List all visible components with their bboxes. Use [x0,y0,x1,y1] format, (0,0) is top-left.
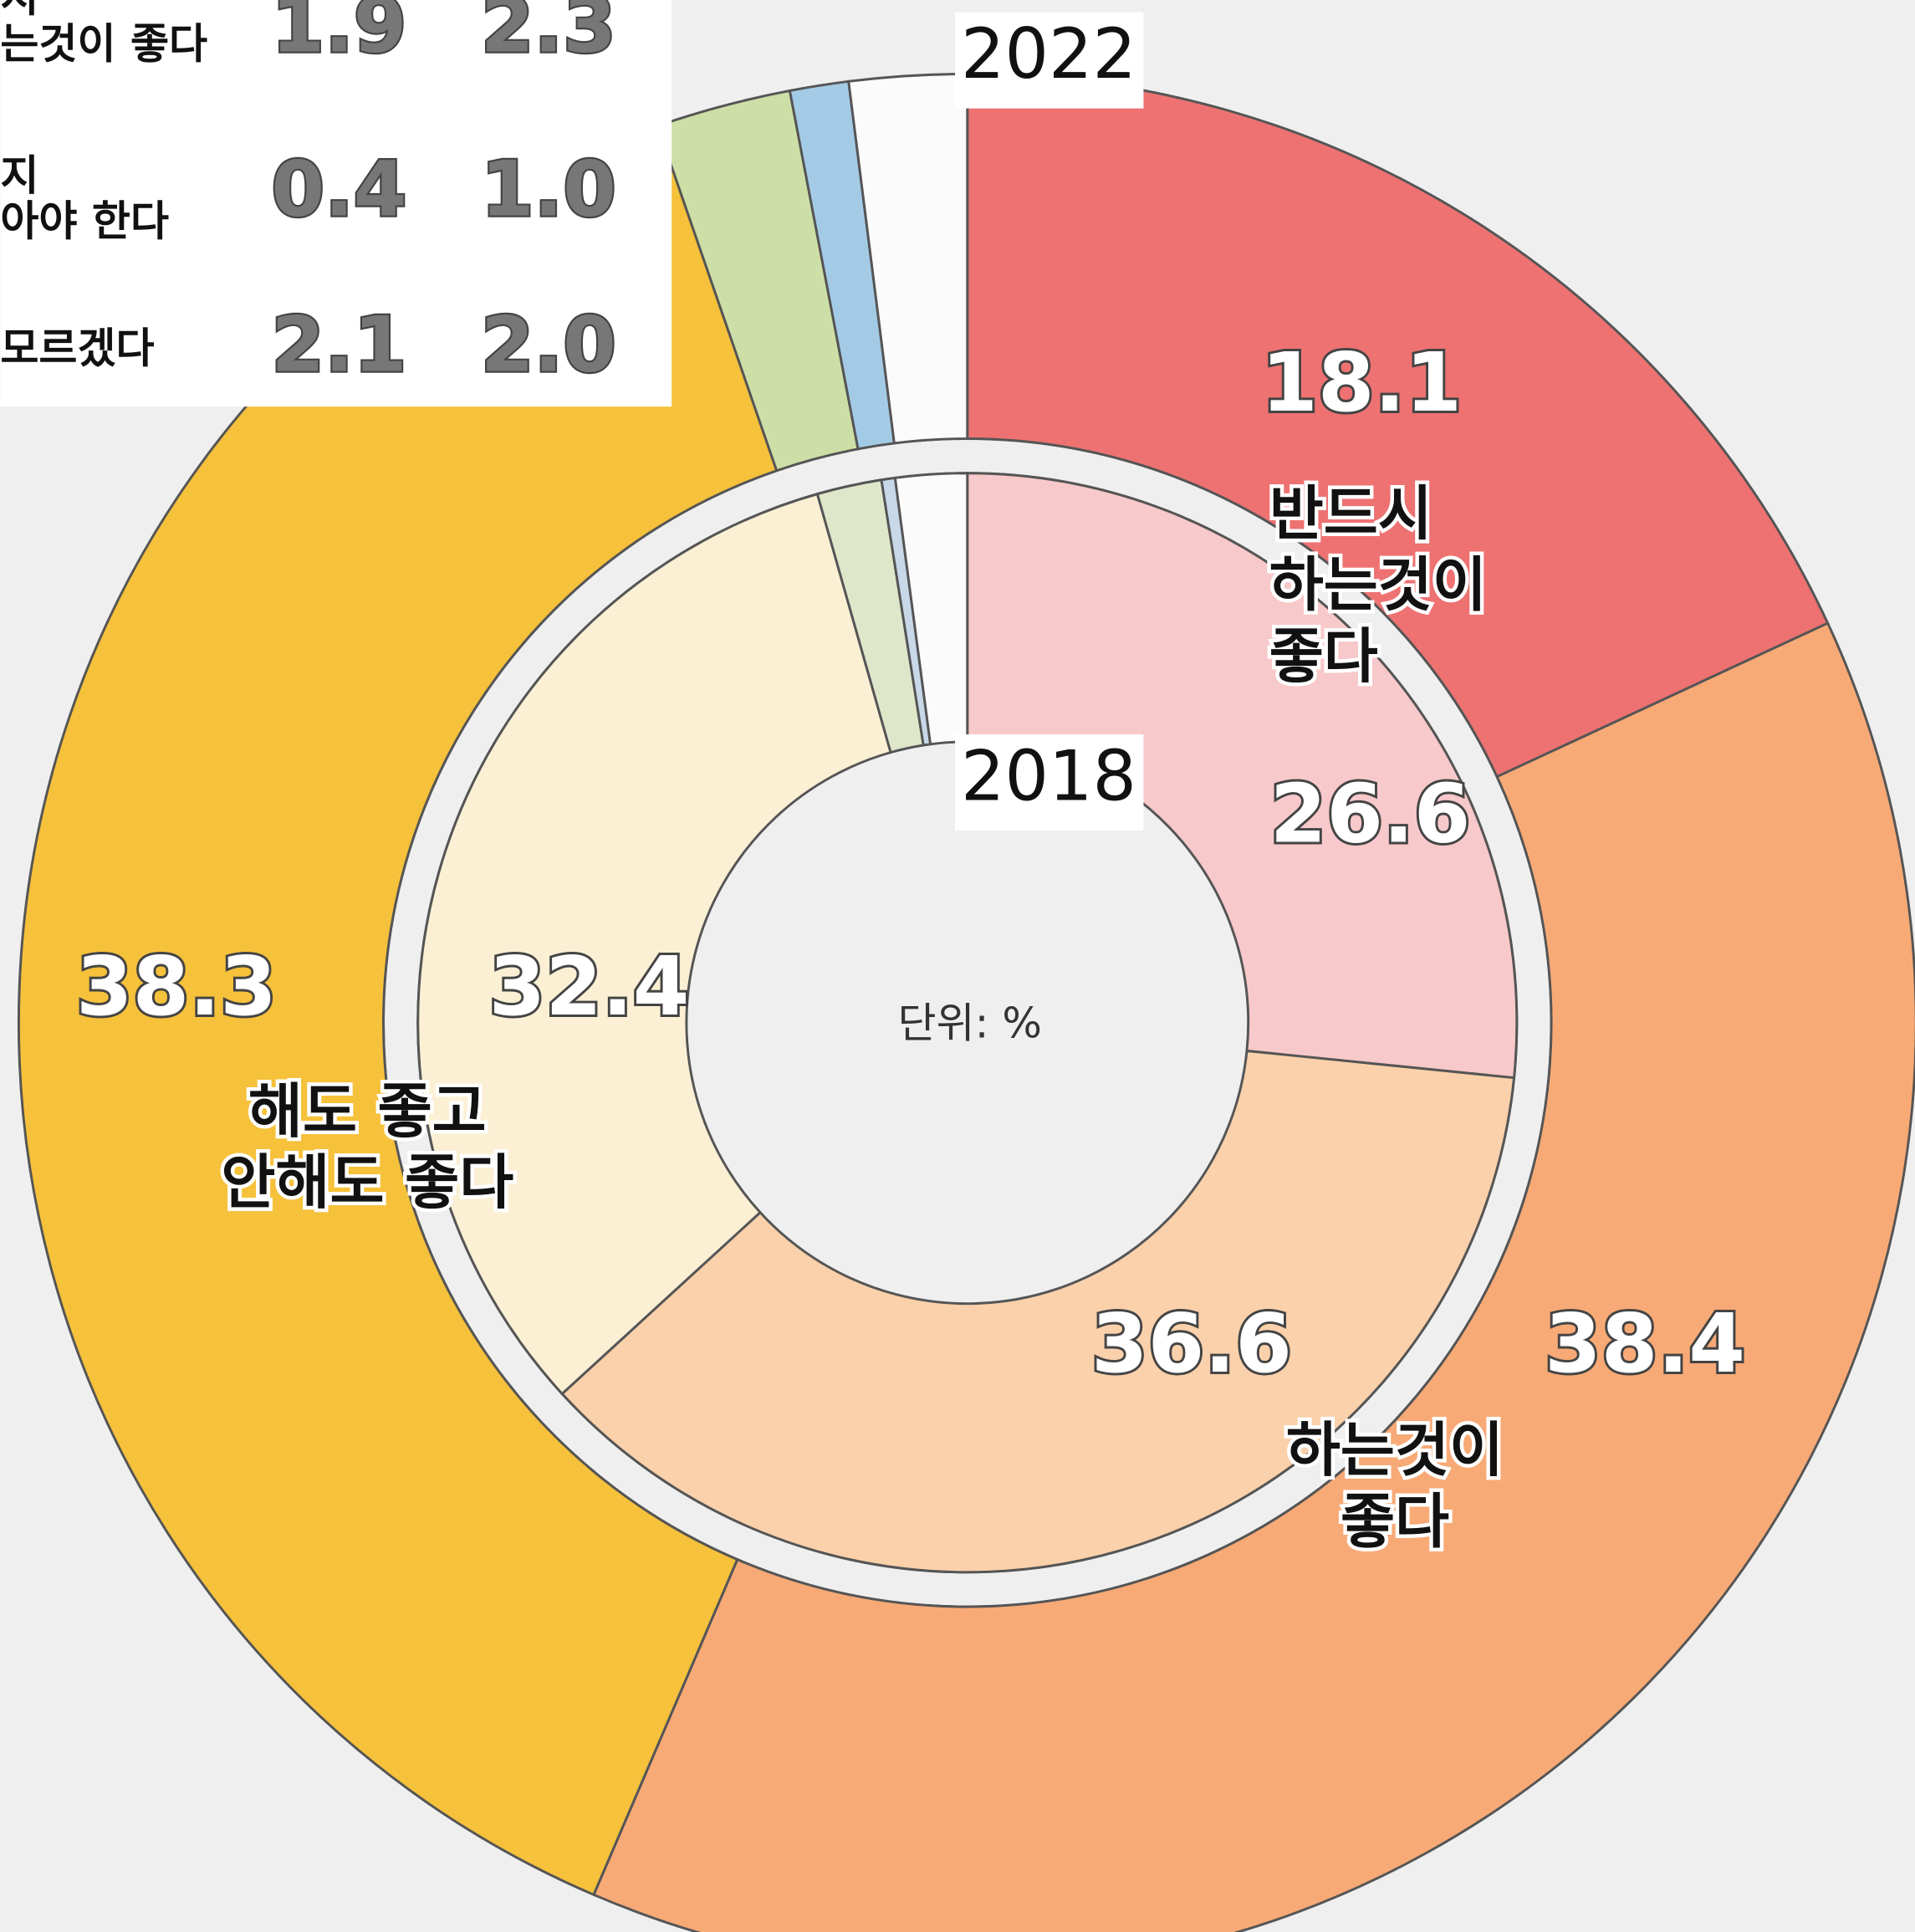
wedge [966,72,1830,779]
category-label: 반드시 [1269,478,1432,548]
wedge [592,621,1915,1932]
data-label: 32.4 [489,939,690,1034]
table-category: 는것이 좋다 [0,19,207,68]
table-category: 모르겠다 [0,324,154,372]
wedge [416,492,892,1396]
series-name: 2022 [961,14,1136,95]
data-label: 38.3 [76,939,277,1034]
table-category: 지 [0,0,38,22]
wedge [893,472,969,746]
table-value: 1.0 [481,145,616,234]
category-label: 좋다 [1269,621,1378,691]
category-label: 하는것이 [1269,550,1487,620]
table-category: 지 [0,151,38,200]
wedges [18,72,1915,1932]
table-value: 2.1 [272,299,407,389]
table-category: 아야 한다 [0,197,169,246]
table-value: 2.0 [481,299,616,389]
category-label: 해도 좋고 [248,1076,487,1146]
labels: 26.636.632.418.138.438.3반드시하는것이좋다하는것이좋다해… [74,333,1748,1560]
category-label: 하는것이 [1286,1415,1504,1485]
category-label: 좋다 [1340,1486,1449,1556]
data-label: 38.4 [1545,1296,1745,1391]
table-value: 2.3 [481,0,616,70]
table-value: 0.4 [272,145,407,234]
series-name: 2018 [961,736,1136,816]
category-label: 안해도 좋다 [221,1147,513,1217]
data-label: 26.6 [1270,767,1471,861]
wedge [560,1049,1516,1574]
year-box [955,12,1144,109]
data-label: 18.1 [1261,335,1462,430]
unit-label: 단위: % [897,999,1042,1048]
legend-table [0,0,672,407]
data-label: 36.6 [1091,1296,1292,1391]
table-value: 1.9 [272,0,407,70]
year-box [955,734,1144,831]
